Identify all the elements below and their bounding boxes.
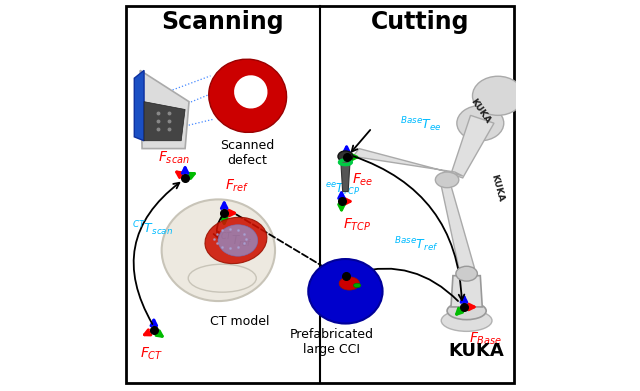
Ellipse shape <box>456 266 477 281</box>
Text: Prefabricated
large CCI: Prefabricated large CCI <box>290 328 374 357</box>
Ellipse shape <box>353 283 361 288</box>
Ellipse shape <box>218 225 258 256</box>
Ellipse shape <box>339 277 360 290</box>
Ellipse shape <box>209 59 287 133</box>
Text: $F_{CT}$: $F_{CT}$ <box>140 346 163 362</box>
Polygon shape <box>144 102 185 141</box>
Text: $F_{scan}$: $F_{scan}$ <box>157 150 189 166</box>
Polygon shape <box>340 160 350 192</box>
Text: $F_{TCP}$: $F_{TCP}$ <box>342 217 371 233</box>
Text: KUKA: KUKA <box>468 97 492 126</box>
Ellipse shape <box>435 172 459 188</box>
Text: Cutting: Cutting <box>371 10 469 34</box>
Polygon shape <box>441 186 474 268</box>
Text: $F_{Base}$: $F_{Base}$ <box>468 330 502 347</box>
Text: CT model: CT model <box>210 315 269 328</box>
Ellipse shape <box>447 302 486 320</box>
Ellipse shape <box>162 199 275 301</box>
Polygon shape <box>353 149 463 176</box>
Ellipse shape <box>234 75 268 109</box>
Ellipse shape <box>308 259 383 324</box>
Text: KUKA: KUKA <box>489 173 505 203</box>
Polygon shape <box>140 70 189 149</box>
Polygon shape <box>451 276 483 307</box>
Ellipse shape <box>205 217 267 264</box>
Ellipse shape <box>188 264 256 292</box>
Ellipse shape <box>441 310 492 332</box>
Text: $F_{ee}$: $F_{ee}$ <box>352 172 374 188</box>
Polygon shape <box>451 115 494 178</box>
Text: $F_{ref}$: $F_{ref}$ <box>225 177 250 194</box>
Ellipse shape <box>472 76 524 115</box>
Text: $^{Base}T_{ee}$: $^{Base}T_{ee}$ <box>400 116 442 135</box>
Text: KUKA: KUKA <box>449 342 504 360</box>
Ellipse shape <box>457 106 504 141</box>
Ellipse shape <box>338 151 353 162</box>
Text: $F_{ref}$: $F_{ref}$ <box>312 285 336 301</box>
Text: $^{Base}T_{ref}$: $^{Base}T_{ref}$ <box>394 235 439 254</box>
Text: $^{CT}T_{ref}$: $^{CT}T_{ref}$ <box>220 231 253 250</box>
Polygon shape <box>134 70 144 141</box>
Text: $^{ee}T_{TCP}$: $^{ee}T_{TCP}$ <box>324 181 360 198</box>
Text: $^{CT}T_{scan}$: $^{CT}T_{scan}$ <box>132 219 173 238</box>
Text: Scanned
defect: Scanned defect <box>221 139 275 167</box>
Text: Scanning: Scanning <box>161 10 284 34</box>
